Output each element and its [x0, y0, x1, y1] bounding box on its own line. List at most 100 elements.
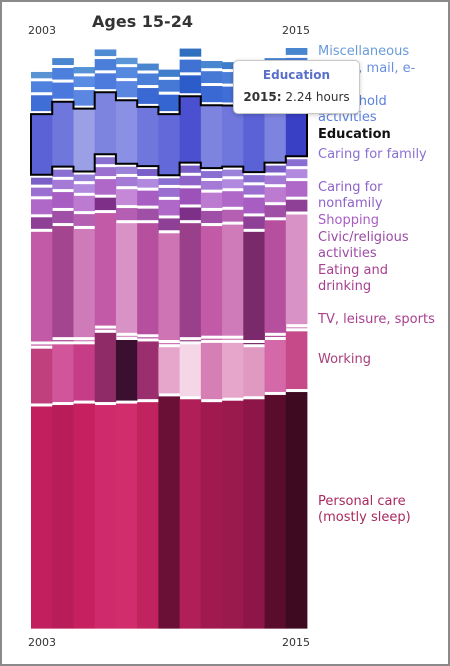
area-cell-caring-for-nonfamily-2005[interactable]	[73, 184, 96, 193]
area-cell-working-2008[interactable]	[137, 341, 159, 400]
area-cell-working-2004[interactable]	[52, 344, 74, 403]
area-cell-eating-and-drinking-2012[interactable]	[222, 224, 244, 336]
area-cell-eating-and-drinking-2006[interactable]	[94, 213, 117, 326]
area-cell-eating-and-drinking-2010[interactable]	[179, 223, 202, 338]
area-cell-phone-mail-e-mail-2012[interactable]	[222, 72, 244, 84]
area-cell-caring-for-family-2012[interactable]	[222, 169, 244, 177]
area-cell-phone-mail-e-mail-2009[interactable]	[158, 79, 181, 92]
area-cell-caring-for-family-2010[interactable]	[179, 165, 202, 173]
area-cell-caring-for-family-2009[interactable]	[158, 178, 181, 185]
area-cell-working-2014[interactable]	[264, 340, 287, 392]
area-cell-working-2005[interactable]	[73, 344, 96, 401]
area-cell-household-activities-2008[interactable]	[137, 88, 159, 104]
area-cell-caring-for-family-2011[interactable]	[200, 171, 223, 178]
area-cell-education-2014[interactable]	[264, 102, 287, 163]
area-cell-working-2010[interactable]	[179, 344, 202, 397]
area-cell-education-2005[interactable]	[73, 108, 96, 172]
area-cell-shopping-2013[interactable]	[243, 197, 265, 214]
area-cell-shopping-2009[interactable]	[158, 199, 181, 216]
area-cell-caring-for-family-2013[interactable]	[243, 175, 265, 183]
area-cell-civic-religious-activities-2003[interactable]	[31, 217, 53, 229]
area-cell-miscellaneous-2003[interactable]	[31, 71, 53, 79]
area-cell-personal-care-mostly-sleep-2014[interactable]	[264, 394, 287, 629]
area-cell-working-2007[interactable]	[115, 340, 138, 401]
area-cell-eating-and-drinking-2015[interactable]	[285, 214, 308, 325]
area-cell-personal-care-mostly-sleep-2004[interactable]	[52, 405, 74, 629]
area-cell-education-2003[interactable]	[31, 114, 53, 175]
area-cell-caring-for-family-2015[interactable]	[285, 159, 308, 167]
area-cell-miscellaneous-2011[interactable]	[200, 60, 223, 69]
area-cell-household-activities-2006[interactable]	[94, 73, 117, 90]
area-cell-miscellaneous-2009[interactable]	[158, 69, 181, 77]
area-cell-tv-leisure-sports-2006[interactable]	[94, 328, 117, 330]
area-cell-household-activities-2009[interactable]	[158, 94, 181, 112]
area-cell-education-2009[interactable]	[158, 114, 181, 176]
area-cell-shopping-2003[interactable]	[31, 199, 53, 215]
area-cell-caring-for-nonfamily-2012[interactable]	[222, 179, 244, 189]
area-cell-eating-and-drinking-2011[interactable]	[200, 226, 223, 336]
area-cell-caring-for-nonfamily-2004[interactable]	[52, 179, 74, 190]
area-cell-working-2012[interactable]	[222, 342, 244, 398]
area-cell-working-2006[interactable]	[94, 332, 117, 403]
area-cell-shopping-2014[interactable]	[264, 187, 287, 203]
area-cell-eating-and-drinking-2008[interactable]	[137, 223, 159, 335]
area-cell-eating-and-drinking-2009[interactable]	[158, 233, 181, 341]
area-cell-working-2009[interactable]	[158, 347, 181, 394]
area-cell-household-activities-2003[interactable]	[31, 95, 53, 112]
area-cell-education-2008[interactable]	[137, 106, 159, 167]
area-cell-caring-for-nonfamily-2006[interactable]	[94, 167, 117, 177]
area-cell-shopping-2006[interactable]	[94, 179, 117, 195]
area-cell-phone-mail-e-mail-2004[interactable]	[52, 68, 74, 80]
area-cell-civic-religious-activities-2011[interactable]	[200, 210, 223, 224]
area-cell-household-activities-2007[interactable]	[115, 81, 138, 98]
area-cell-caring-for-nonfamily-2008[interactable]	[137, 178, 159, 188]
area-cell-caring-for-family-2006[interactable]	[94, 157, 117, 165]
area-cell-civic-religious-activities-2004[interactable]	[52, 210, 74, 224]
area-cell-phone-mail-e-mail-2008[interactable]	[137, 73, 159, 86]
area-cell-tv-leisure-sports-2014[interactable]	[264, 335, 287, 338]
area-cell-education-2006[interactable]	[94, 92, 117, 155]
area-cell-eating-and-drinking-2005[interactable]	[73, 228, 96, 338]
area-cell-education-2013[interactable]	[243, 108, 265, 173]
area-cell-working-2011[interactable]	[200, 342, 223, 400]
area-cell-caring-for-nonfamily-2007[interactable]	[115, 176, 138, 187]
area-cell-civic-religious-activities-2015[interactable]	[285, 199, 308, 212]
area-cell-civic-religious-activities-2005[interactable]	[73, 214, 96, 226]
area-cell-civic-religious-activities-2008[interactable]	[137, 208, 159, 221]
area-cell-shopping-2004[interactable]	[52, 192, 74, 208]
area-cell-shopping-2005[interactable]	[73, 195, 96, 212]
area-cell-caring-for-family-2004[interactable]	[52, 169, 74, 177]
area-cell-caring-for-nonfamily-2010[interactable]	[179, 175, 202, 186]
area-cell-miscellaneous-2015[interactable]	[285, 48, 308, 55]
area-cell-personal-care-mostly-sleep-2010[interactable]	[179, 399, 202, 629]
area-cell-miscellaneous-2010[interactable]	[179, 48, 202, 57]
area-cell-personal-care-mostly-sleep-2005[interactable]	[73, 403, 96, 629]
area-cell-household-activities-2011[interactable]	[200, 86, 223, 103]
area-cell-phone-mail-e-mail-2010[interactable]	[179, 59, 202, 73]
area-cell-civic-religious-activities-2013[interactable]	[243, 216, 265, 229]
area-cell-miscellaneous-2006[interactable]	[94, 49, 117, 57]
area-cell-caring-for-nonfamily-2009[interactable]	[158, 187, 181, 197]
area-cell-education-2012[interactable]	[222, 105, 244, 167]
area-cell-shopping-2012[interactable]	[222, 191, 244, 207]
area-cell-miscellaneous-2005[interactable]	[73, 67, 96, 74]
area-cell-civic-religious-activities-2010[interactable]	[179, 207, 202, 221]
area-cell-eating-and-drinking-2014[interactable]	[264, 220, 287, 333]
area-cell-education-2011[interactable]	[200, 105, 223, 169]
area-cell-caring-for-nonfamily-2013[interactable]	[243, 185, 265, 195]
area-cell-phone-mail-e-mail-2005[interactable]	[73, 76, 96, 88]
area-cell-tv-leisure-sports-2005[interactable]	[73, 340, 96, 342]
area-cell-tv-leisure-sports-2010[interactable]	[179, 340, 202, 342]
area-cell-shopping-2011[interactable]	[200, 192, 223, 208]
area-cell-personal-care-mostly-sleep-2006[interactable]	[94, 405, 117, 629]
area-cell-caring-for-nonfamily-2011[interactable]	[200, 181, 223, 190]
area-cell-tv-leisure-sports-2015[interactable]	[285, 327, 308, 329]
area-cell-tv-leisure-sports-2011[interactable]	[200, 338, 223, 340]
area-cell-education-2010[interactable]	[179, 96, 202, 163]
area-cell-shopping-2007[interactable]	[115, 189, 138, 206]
area-cell-personal-care-mostly-sleep-2011[interactable]	[200, 402, 223, 629]
area-cell-civic-religious-activities-2007[interactable]	[115, 208, 138, 221]
area-cell-eating-and-drinking-2003[interactable]	[31, 231, 53, 342]
area-cell-caring-for-nonfamily-2015[interactable]	[285, 169, 308, 179]
area-cell-caring-for-nonfamily-2003[interactable]	[31, 187, 53, 197]
